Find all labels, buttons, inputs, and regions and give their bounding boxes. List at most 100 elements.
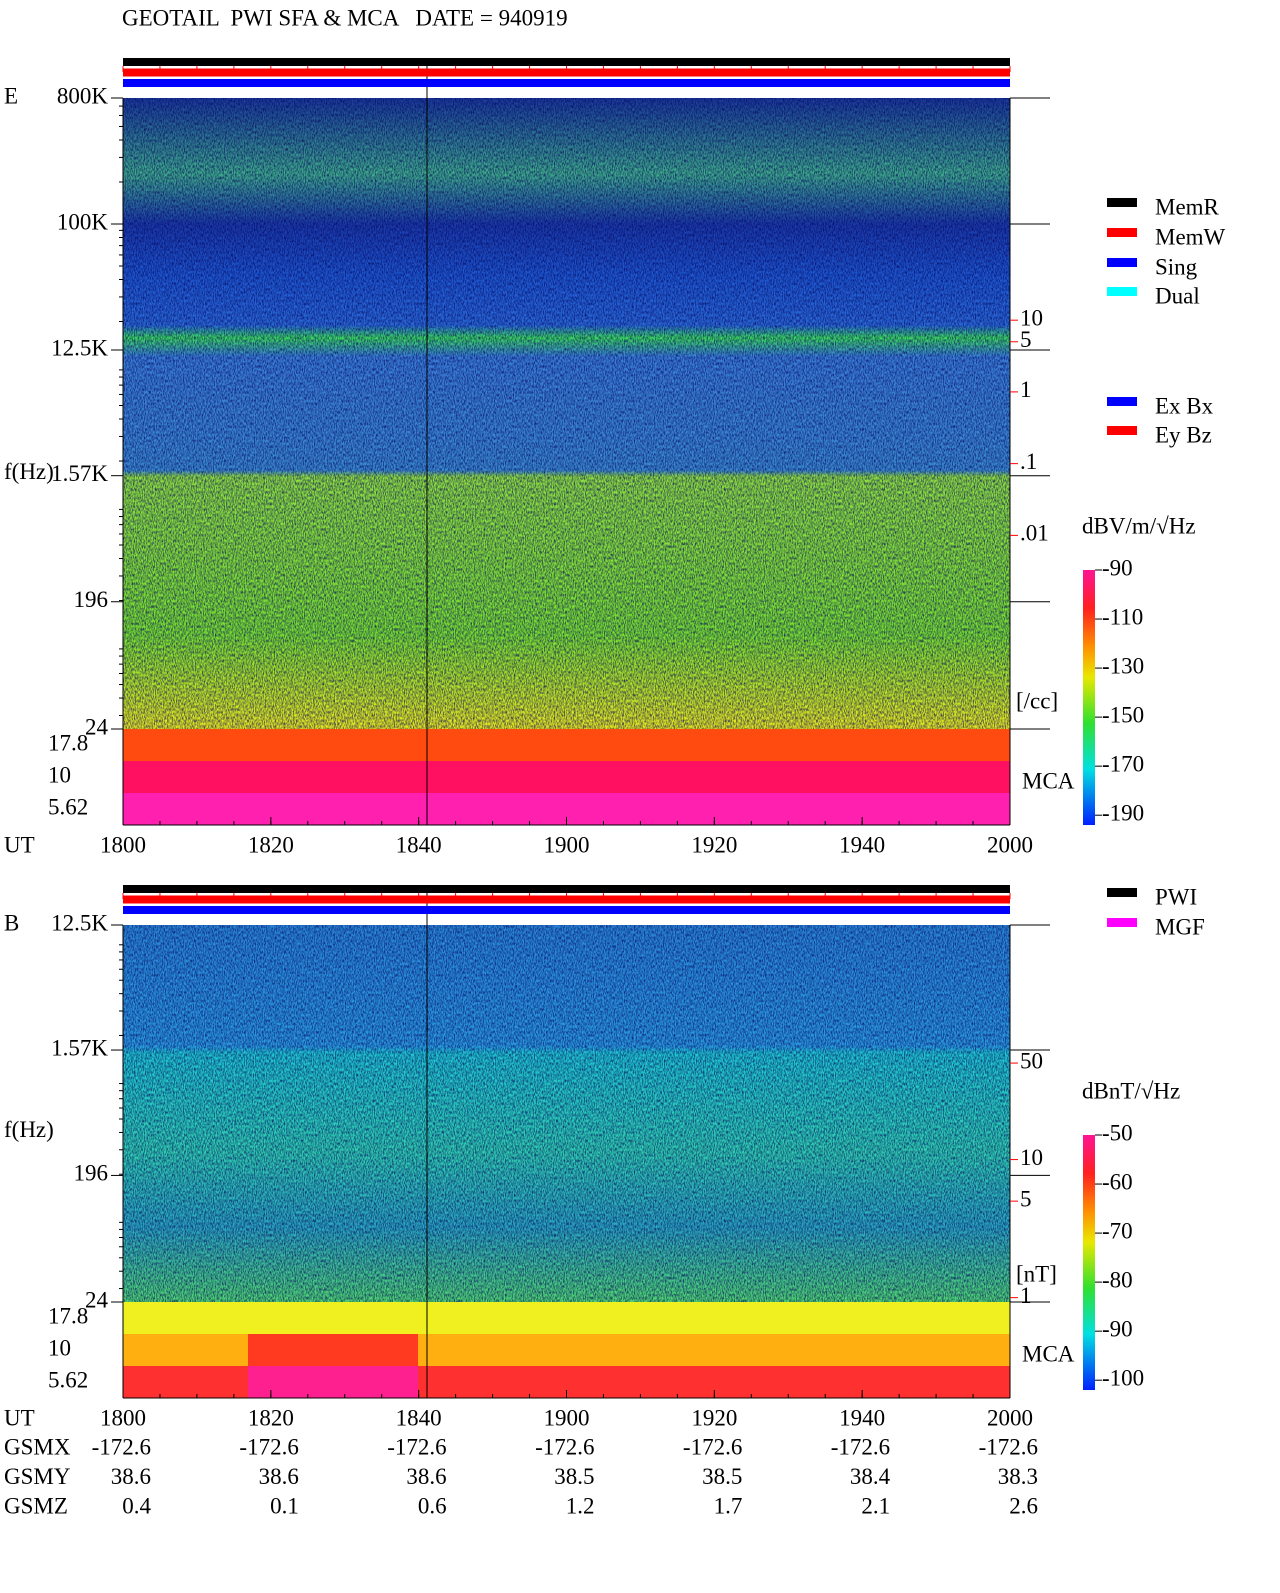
y2-tick-label: .01 — [1020, 521, 1049, 546]
mca-channel-label: 10 — [48, 762, 71, 787]
x-tick-label: 1920 — [691, 1405, 737, 1430]
y-tick-label: 12.5K — [51, 335, 108, 360]
y2-axis-label: [nT] — [1016, 1261, 1057, 1286]
x-tick-label: 2000 — [987, 1405, 1033, 1430]
y2-tick-label: 10 — [1020, 1145, 1043, 1170]
colorbar — [1083, 1135, 1095, 1390]
colorbar-tick-label: -190 — [1102, 800, 1144, 825]
ephemeris-value: -172.6 — [683, 1434, 742, 1459]
mca-channel-label: 5.62 — [48, 794, 88, 819]
x-axis-label: UT — [4, 1405, 35, 1430]
y-tick-label: 12.5K — [51, 910, 108, 935]
y-tick-label: 196 — [74, 1161, 109, 1186]
legend-swatch — [1107, 228, 1137, 237]
x-tick-label: 1820 — [248, 832, 294, 857]
mca-e-band — [123, 729, 1010, 761]
legend-label: MemR — [1155, 194, 1220, 219]
ephemeris-value: 0.6 — [418, 1493, 447, 1518]
colorbar-tick-label: -90 — [1102, 555, 1133, 580]
ephemeris-name: GSMZ — [4, 1493, 68, 1518]
y2-axis-label: [/cc] — [1016, 688, 1058, 713]
mca-e-band — [123, 761, 1010, 793]
colorbar-tick-label: -100 — [1102, 1365, 1144, 1390]
colorbar-label: dBnT/√Hz — [1082, 1078, 1180, 1103]
legend-label: Ex Bx — [1155, 393, 1214, 418]
x-tick-label: 1900 — [544, 1405, 590, 1430]
ephemeris-value: 0.4 — [122, 1493, 151, 1518]
y-tick-label: 800K — [57, 83, 109, 108]
mca-b-band — [123, 1302, 1010, 1334]
ephemeris-name: GSMY — [4, 1464, 71, 1489]
colorbar-tick-label: -150 — [1102, 702, 1144, 727]
ephemeris-value: -172.6 — [239, 1434, 298, 1459]
panel-label: E — [4, 83, 18, 108]
y-tick-label: 100K — [57, 209, 109, 234]
ephemeris-value: 38.5 — [554, 1464, 594, 1489]
ephemeris-value: 38.3 — [998, 1464, 1038, 1489]
mode-bar — [123, 79, 1010, 87]
y2-tick-label: 1 — [1020, 1283, 1032, 1308]
ephemeris-value: -172.6 — [387, 1434, 446, 1459]
colorbar-tick-label: -110 — [1102, 604, 1143, 629]
y-axis-label: f(Hz) — [4, 459, 54, 484]
mca-b-band — [248, 1366, 418, 1398]
x-tick-label: 1940 — [839, 1405, 885, 1430]
y-tick-label: 196 — [74, 587, 109, 612]
ephemeris-value: 38.6 — [406, 1464, 446, 1489]
legend-label: Sing — [1155, 254, 1198, 279]
mca-b-band — [248, 1334, 418, 1366]
mca-channel-label: 17.8 — [48, 730, 88, 755]
mca-label: MCA — [1022, 1342, 1075, 1367]
colorbar-tick-label: -60 — [1102, 1169, 1133, 1194]
ephemeris-value: 38.6 — [259, 1464, 299, 1489]
legend-swatch — [1107, 198, 1137, 207]
colorbar-label: dBV/m/√Hz — [1082, 513, 1196, 538]
colorbar-tick-label: -50 — [1102, 1120, 1133, 1145]
y2-tick-label: 5 — [1020, 327, 1032, 352]
colorbar-tick-label: -90 — [1102, 1316, 1133, 1341]
ephemeris-value: 1.7 — [714, 1493, 743, 1518]
x-tick-label: 1800 — [100, 1405, 146, 1430]
x-tick-label: 2000 — [987, 832, 1033, 857]
y2-tick-label: 50 — [1020, 1048, 1043, 1073]
y2-tick-label: 1 — [1020, 377, 1032, 402]
ephemeris-value: -172.6 — [92, 1434, 151, 1459]
mca-label: MCA — [1022, 769, 1075, 794]
ephemeris-value: 38.6 — [111, 1464, 151, 1489]
panel-label: B — [4, 910, 19, 935]
ephemeris-value: 38.4 — [850, 1464, 891, 1489]
colorbar-tick-label: -80 — [1102, 1267, 1133, 1292]
y-tick-label: 1.57K — [51, 1035, 108, 1060]
y2-tick-label: 10 — [1020, 305, 1043, 330]
y2-tick-label: 5 — [1020, 1186, 1032, 1211]
x-tick-label: 1840 — [396, 832, 442, 857]
legend-swatch — [1107, 426, 1137, 435]
mca-channel-label: 10 — [48, 1335, 71, 1360]
legend-swatch — [1107, 397, 1137, 406]
ephemeris-value: 0.1 — [270, 1493, 299, 1518]
ephemeris-value: 2.1 — [861, 1493, 890, 1518]
legend-swatch — [1107, 287, 1137, 296]
ephemeris-value: -172.6 — [535, 1434, 594, 1459]
mca-channel-label: 17.8 — [48, 1303, 88, 1328]
ephemeris-value: -172.6 — [831, 1434, 890, 1459]
y-tick-label: 1.57K — [51, 461, 108, 486]
mode-bar — [123, 906, 1010, 914]
ephemeris-value: 1.2 — [566, 1493, 595, 1518]
legend-label: Ey Bz — [1155, 422, 1212, 447]
figure-title: GEOTAIL PWI SFA & MCA DATE = 940919 — [122, 5, 568, 30]
x-tick-label: 1940 — [839, 832, 885, 857]
mode-bar — [123, 895, 1010, 904]
ephemeris-name: GSMX — [4, 1434, 71, 1459]
colorbar-tick-label: -170 — [1102, 751, 1144, 776]
legend-label: MGF — [1155, 914, 1205, 939]
mode-bar — [123, 58, 1010, 66]
spectrogram-b-texture — [123, 925, 1010, 1302]
colorbar-tick-label: -130 — [1102, 653, 1144, 678]
legend-swatch — [1107, 888, 1137, 897]
ephemeris-value: -172.6 — [979, 1434, 1038, 1459]
colorbar-tick-label: -70 — [1102, 1218, 1133, 1243]
y-tick-label: 24 — [85, 714, 109, 739]
mode-bar — [123, 68, 1010, 77]
x-tick-label: 1900 — [544, 832, 590, 857]
